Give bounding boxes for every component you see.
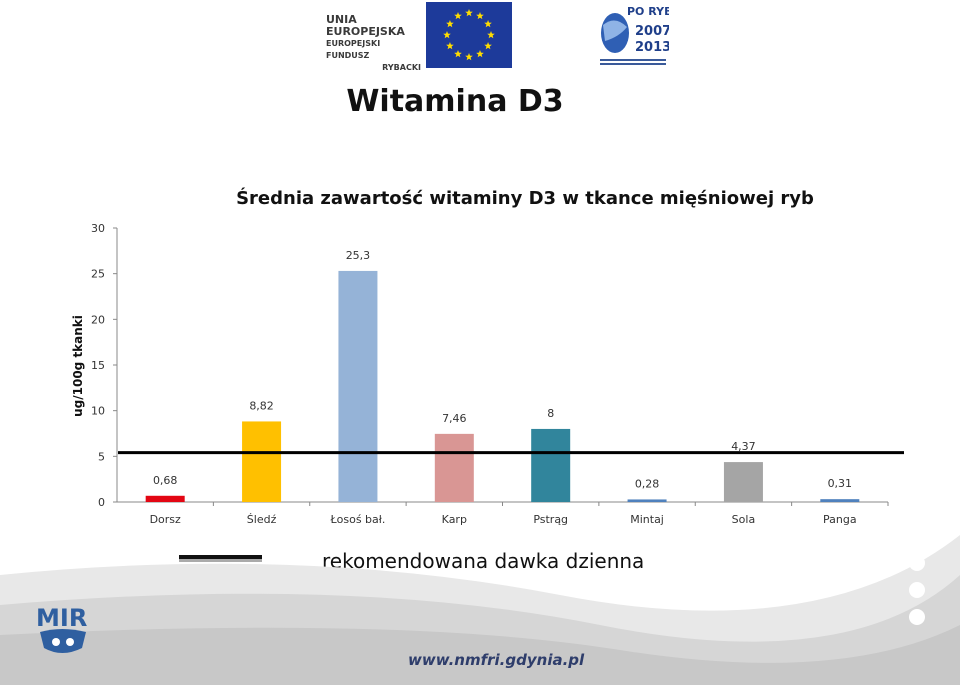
legend-line-swatch	[179, 555, 262, 559]
data-label: 8	[547, 407, 554, 420]
dot-icon	[909, 582, 925, 598]
program-line2: 2007	[635, 24, 669, 39]
mir-logo: MIR	[34, 600, 94, 662]
data-label: 0,28	[635, 477, 660, 490]
y-tick-label: 0	[98, 496, 105, 509]
footer-background	[0, 535, 960, 685]
star-icon	[476, 50, 484, 58]
x-tick-label: Śledź	[247, 513, 277, 526]
x-tick-label: Karp	[442, 513, 467, 526]
eu-line2: EUROPEJSKI FUNDUSZ	[326, 39, 381, 60]
y-tick-label: 10	[91, 405, 105, 418]
data-label: 8,82	[249, 399, 274, 412]
dot-icon	[909, 609, 925, 625]
y-tick-label: 30	[91, 222, 105, 235]
data-label: 25,3	[346, 249, 371, 262]
x-tick-label: Dorsz	[150, 513, 181, 526]
star-icon	[484, 42, 492, 50]
star-icon	[476, 11, 484, 20]
star-icon	[446, 20, 454, 28]
eu-line3: RYBACKI	[382, 63, 421, 72]
bar-6	[723, 462, 763, 502]
po-ryby-logo: PO RYBY 2007 2013	[597, 3, 681, 69]
x-tick-label: Panga	[823, 513, 857, 526]
y-tick-label: 15	[91, 359, 105, 372]
star-icon	[454, 11, 462, 20]
star-icon	[454, 50, 462, 58]
star-icon	[484, 20, 492, 28]
y-tick-label: 25	[91, 268, 105, 281]
x-tick-label: Sola	[732, 513, 756, 526]
chart-title: Średnia zawartość witaminy D3 w tkance m…	[236, 187, 814, 209]
bar-0	[145, 495, 185, 502]
x-tick-label: Pstrąg	[533, 513, 568, 526]
legend-label: rekomendowana dawka dzienna	[322, 549, 645, 573]
program-line3: 2013	[635, 40, 669, 55]
eu-line1: UNIA EUROPEJSKA	[326, 13, 405, 38]
data-label: 7,46	[442, 412, 467, 425]
bar-5	[627, 499, 667, 502]
program-line1: PO RYBY	[627, 5, 669, 18]
y-tick-label: 5	[98, 450, 105, 463]
mir-logo-text: MIR	[36, 604, 87, 632]
footer-url: www.nmfri.gdynia.pl	[408, 651, 585, 669]
star-icon	[465, 9, 473, 17]
star-icon	[487, 31, 495, 39]
bar-chart: Średnia zawartość witaminy D3 w tkance m…	[71, 187, 904, 526]
star-icon	[465, 53, 473, 61]
data-label: 0,68	[153, 474, 178, 487]
page-title: Witamina D3	[346, 84, 564, 119]
bar-4	[531, 428, 571, 502]
bar-1	[242, 421, 282, 502]
bar-3	[434, 433, 474, 502]
y-axis-label: ug/100g tkanki	[71, 315, 85, 417]
eu-flag-icon	[426, 2, 512, 68]
star-icon	[443, 31, 451, 39]
eu-logo-text: UNIA EUROPEJSKA EUROPEJSKI FUNDUSZ RYBAC…	[326, 14, 421, 74]
bar-7	[820, 499, 860, 502]
data-label: 0,31	[828, 477, 853, 490]
star-icon	[446, 42, 454, 50]
dot-icon	[909, 555, 925, 571]
data-label: 4,37	[731, 440, 756, 453]
x-tick-label: Mintaj	[630, 513, 664, 526]
bar-2	[338, 270, 378, 502]
x-tick-label: Łosoś bał.	[329, 513, 385, 526]
y-tick-label: 20	[91, 313, 105, 326]
